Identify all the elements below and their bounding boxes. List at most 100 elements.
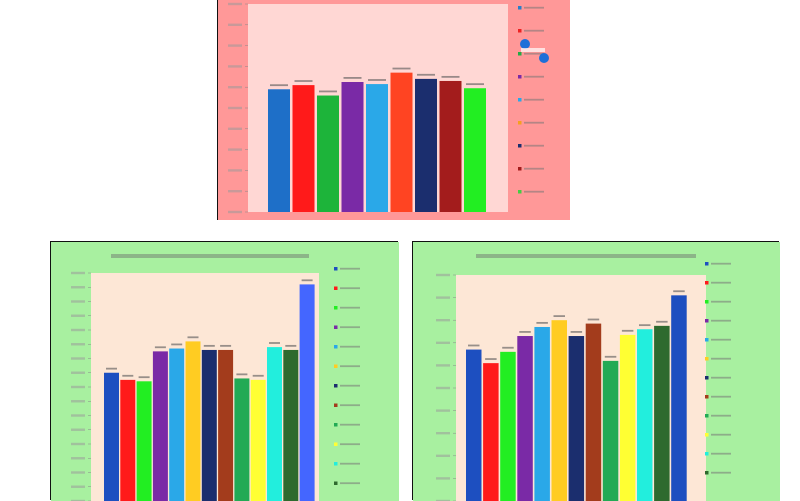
right-bar-value-label-6 [553,315,565,317]
left-legend-swatch-6 [334,364,338,368]
right-bar-value-label-9 [604,355,617,358]
top-bar-value-label-7 [417,73,435,76]
left-bar-9 [234,378,250,501]
top-y-tick-label [228,148,242,151]
left-y-tick-label [71,343,85,346]
right-y-tick-label [436,341,450,344]
left-bar-5 [169,348,185,501]
right-legend-swatch-11 [705,452,709,456]
left-bar-value-label-8 [220,344,232,347]
top-y-tick-label [228,65,242,68]
left-y-tick-label [71,400,85,403]
left-bar-7 [201,349,217,501]
right-bar-3 [500,351,516,501]
top-bar-value-label-5 [368,79,386,81]
left-bar-value-label-2 [122,374,134,377]
top-y-tick-label [228,210,242,214]
left-bar-value-label-11 [269,342,280,344]
right-legend-label-2 [711,281,731,284]
right-bar-4 [517,336,533,501]
left-legend-label-9 [340,423,360,426]
left-bar-4 [152,351,168,501]
right-bar-10 [619,334,636,501]
left-bar-11 [267,347,282,501]
right-bar-value-label-3 [502,346,514,349]
top-legend-label-3 [524,52,544,55]
right-bar-value-label-13 [673,290,685,293]
left-y-tick-label [71,414,85,417]
right-legend-label-4 [711,319,731,322]
top-legend-swatch-6 [518,121,522,125]
right-y-tick-label [436,296,450,299]
top-legend-marker-2 [539,53,549,63]
top-legend-swatch-4 [518,75,522,79]
right-bar-value-label-7 [570,331,583,333]
right-bar-1 [466,349,482,501]
left-y-tick-label [71,286,85,289]
top-y-tick-label [228,2,242,6]
chart-panel-bottom-left [50,241,399,501]
right-legend-swatch-12 [705,471,709,475]
left-bar-value-label-12 [285,344,297,347]
right-y-tick-label [436,432,450,435]
left-y-tick-label [71,471,85,474]
left-y-tick-label [71,428,85,431]
left-legend-swatch-4 [334,325,338,329]
top-bar-3 [317,95,339,212]
left-bar-3 [136,381,152,501]
left-y-tick-label [71,271,85,275]
left-y-tick-label [71,385,85,389]
top-y-tick-label [228,190,242,193]
left-bar-2 [120,379,136,501]
right-legend-label-10 [711,433,731,436]
left-y-tick-label [71,300,85,303]
left-legend-label-6 [340,365,360,368]
right-bar-5 [534,326,550,501]
left-y-tick-label [71,314,85,317]
top-legend-label-1 [524,6,544,9]
left-legend-swatch-1 [334,267,338,271]
right-bar-value-label-11 [639,324,651,327]
right-legend-swatch-2 [705,281,709,285]
right-bar-7 [568,336,585,501]
left-bar-13 [299,284,315,501]
left-y-tick-label [71,371,85,374]
top-legend-label-9 [524,190,544,193]
right-y-tick-label [436,364,450,367]
chart-panel-bottom-right [412,241,780,501]
right-legend-swatch-10 [705,433,709,437]
right-chart-title [476,254,696,258]
left-y-tick-label [71,457,85,460]
right-legend-swatch-7 [705,376,709,380]
top-bar-6 [390,72,413,212]
bar-chart-top [218,0,570,220]
top-legend-label-7 [524,144,544,147]
top-legend-swatch-5 [518,98,522,102]
left-bar-value-label-13 [301,279,313,282]
left-legend-label-8 [340,404,360,407]
left-legend-label-7 [340,384,360,387]
right-y-tick-label [436,454,450,457]
right-y-tick-label [436,477,450,480]
right-bar-value-label-10 [621,329,634,332]
left-legend-label-1 [340,267,360,270]
top-bar-value-label-8 [441,75,460,78]
left-y-tick-label [71,357,85,360]
top-legend-label-8 [524,167,544,170]
right-legend-label-5 [711,338,731,341]
right-bar-2 [483,363,499,501]
left-bar-value-label-5 [171,343,183,346]
right-bar-13 [671,295,687,501]
bar-chart-bottom-right [413,242,780,501]
left-bar-value-label-1 [106,367,117,370]
top-legend-swatch-7 [518,144,522,148]
top-legend-marker-1 [520,39,530,49]
left-bar-6 [185,341,201,501]
right-bar-value-label-4 [519,331,531,333]
top-bar-2 [292,85,315,212]
right-bar-6 [551,320,567,501]
right-legend-label-7 [711,376,731,379]
left-legend-swatch-9 [334,423,338,427]
top-legend-swatch-3 [518,52,522,56]
left-legend-swatch-12 [334,481,338,485]
